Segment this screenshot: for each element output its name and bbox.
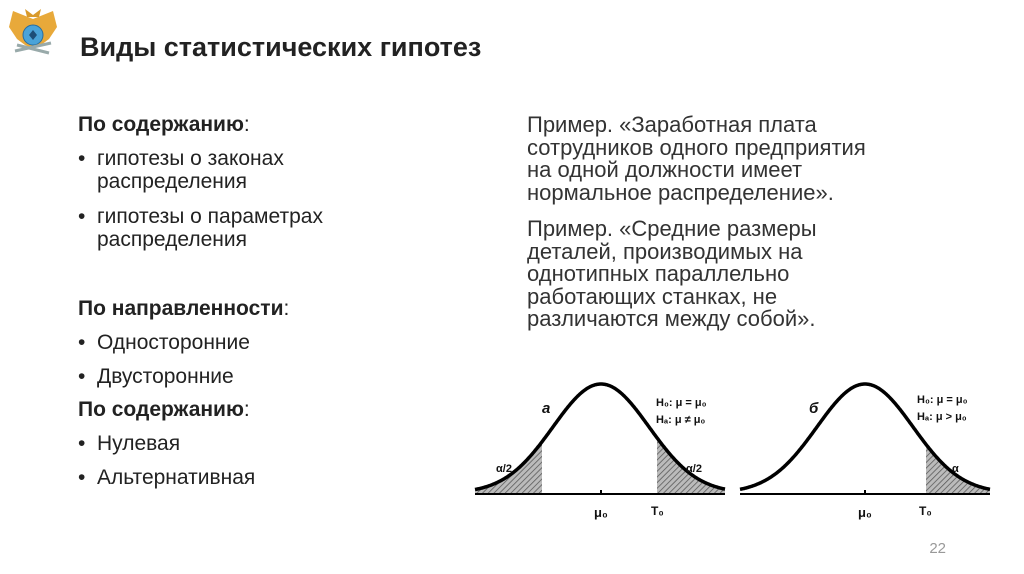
- right-tail-area: [926, 444, 990, 493]
- null-hypothesis: H₀: μ = μ₀: [917, 394, 968, 406]
- list-item: Нулевая: [78, 432, 180, 455]
- example-paragraph: Пример. «Заработная плата сотрудников од…: [527, 112, 866, 205]
- normal-curve: [474, 382, 726, 492]
- chart-label: а: [542, 400, 550, 417]
- list-item: гипотезы о параметрах распределения: [78, 205, 323, 251]
- alt-hypothesis: Hₐ: μ ≠ μ₀: [656, 414, 705, 426]
- alt-hypothesis: Hₐ: μ > μ₀: [917, 411, 967, 423]
- tail-label-right: α: [952, 463, 959, 475]
- list-item: гипотезы о законах распределения: [78, 147, 284, 193]
- section-heading-text: По содержанию: [78, 113, 244, 136]
- page-title: Виды статистических гипотез: [80, 32, 482, 62]
- section-heading: По содержанию:: [78, 113, 250, 136]
- center-label: μ₀: [594, 505, 608, 520]
- center-label: μ₀: [858, 505, 872, 520]
- example-paragraph: Пример. «Средние размеры деталей, произв…: [527, 216, 817, 331]
- left-tail-area: [475, 441, 542, 493]
- list-item: Двусторонние: [78, 365, 234, 388]
- emblem-logo: [9, 9, 57, 55]
- tail-label-right: α/2: [686, 463, 702, 475]
- colon: :: [283, 297, 290, 320]
- chart-one-sided: б H₀: μ = μ₀ Hₐ: μ > μ₀ α μ₀ T₀: [739, 382, 991, 520]
- colon: :: [243, 398, 250, 421]
- critical-label: T₀: [651, 504, 664, 518]
- null-hypothesis: H₀: μ = μ₀: [656, 397, 707, 409]
- distribution-diagrams: а H₀: μ = μ₀ Hₐ: μ ≠ μ₀ α/2 α/2 μ₀ T₀ б …: [474, 382, 991, 520]
- section-heading-text: По содержанию: [78, 398, 244, 421]
- section-heading: По содержанию:: [78, 398, 250, 421]
- page-number: 22: [929, 540, 946, 557]
- section-heading-text: По направленности: [78, 297, 284, 320]
- chart-label: б: [809, 400, 819, 417]
- right-tail-area: [657, 437, 725, 493]
- critical-label: T₀: [919, 504, 932, 518]
- chart-two-sided: а H₀: μ = μ₀ Hₐ: μ ≠ μ₀ α/2 α/2 μ₀ T₀: [474, 382, 726, 520]
- normal-curve: [739, 382, 991, 492]
- colon: :: [243, 113, 250, 136]
- section-heading: По направленности:: [78, 297, 289, 320]
- tail-label-left: α/2: [496, 463, 512, 475]
- list-item: Альтернативная: [78, 466, 255, 489]
- list-item: Односторонние: [78, 331, 250, 354]
